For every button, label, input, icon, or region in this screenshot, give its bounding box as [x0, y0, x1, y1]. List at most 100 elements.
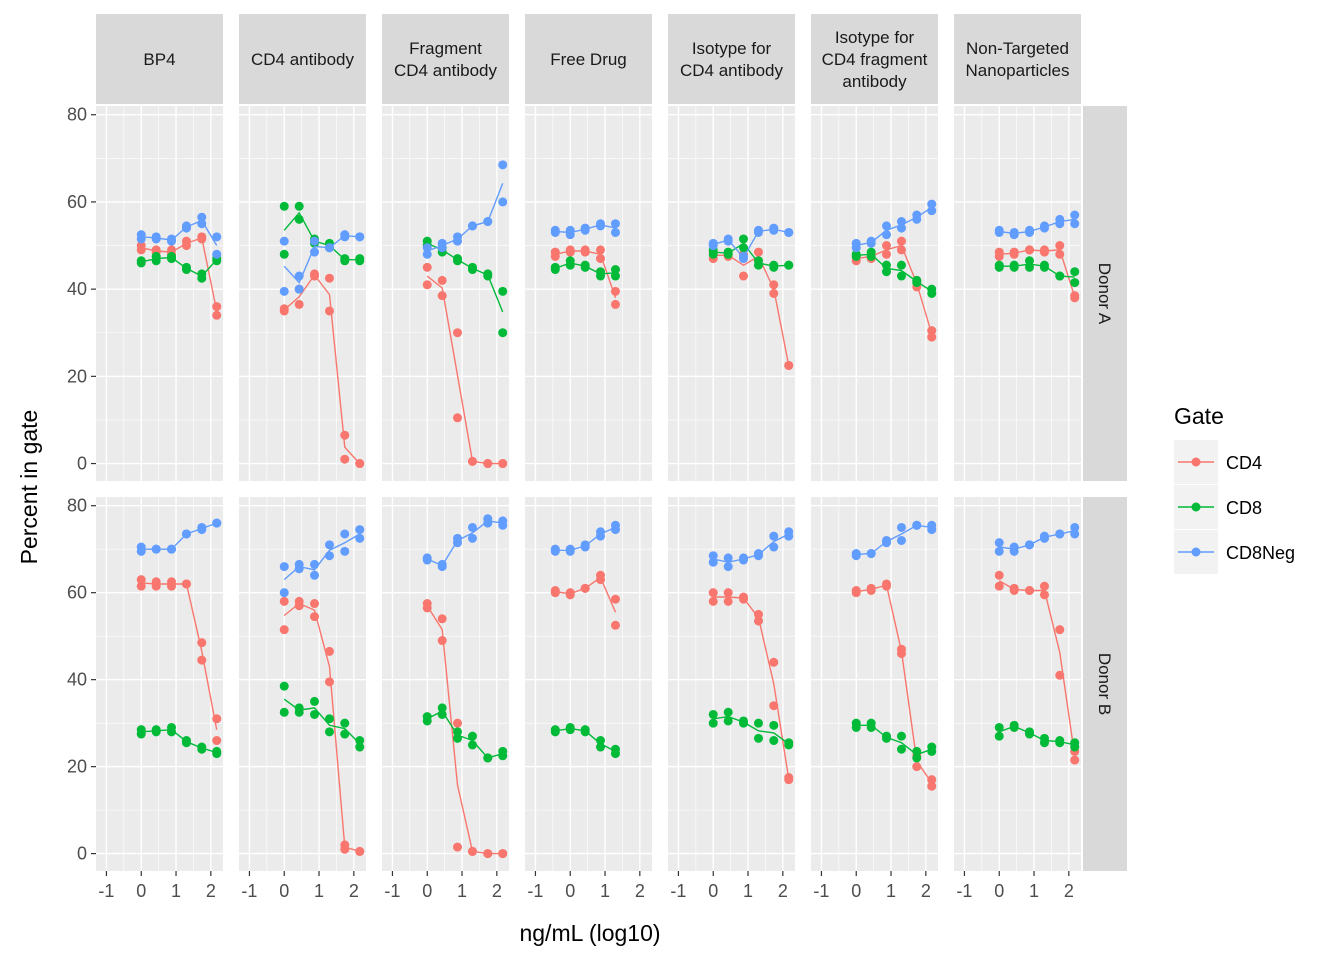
- data-point-cd4: [596, 575, 606, 585]
- data-point-cd4: [580, 583, 590, 593]
- x-tick-label: 1: [1029, 881, 1039, 901]
- data-point-cd4: [550, 586, 560, 595]
- panel-data: [136, 518, 222, 759]
- series-line-cd8neg: [713, 533, 790, 563]
- data-point-cd8: [498, 751, 508, 761]
- row-strip-label: Donor B: [1095, 653, 1114, 715]
- data-point-cd8: [324, 714, 334, 724]
- data-point-cd8neg: [565, 546, 575, 556]
- data-point-cd4: [927, 775, 937, 785]
- panel-background: [811, 497, 938, 871]
- data-point-cd8: [896, 744, 906, 754]
- panel-bg: [96, 497, 223, 871]
- data-point-cd8: [580, 262, 590, 272]
- data-point-cd4: [1055, 241, 1065, 251]
- data-point-cd4: [769, 657, 779, 667]
- panel-data: [708, 223, 794, 370]
- data-point-cd4: [197, 638, 207, 648]
- data-point-cd4: [422, 603, 432, 613]
- data-point-cd4: [739, 594, 749, 604]
- data-point-cd4: [927, 781, 937, 791]
- data-point-cd8: [994, 731, 1004, 741]
- data-point-cd8neg: [467, 533, 477, 543]
- data-point-cd8: [1055, 738, 1065, 748]
- data-point-cd4: [324, 646, 334, 656]
- data-point-cd8: [310, 709, 320, 719]
- data-point-cd8neg: [723, 553, 733, 563]
- data-point-cd8: [753, 733, 763, 743]
- data-point-cd4: [994, 581, 1004, 591]
- data-point-cd8: [167, 251, 177, 261]
- column-strip-label: CD4 antibody: [394, 61, 498, 80]
- x-tick-label: 2: [206, 881, 216, 901]
- panel-background: [239, 497, 366, 871]
- panel-data: [279, 201, 365, 469]
- data-point-cd4: [769, 289, 779, 298]
- data-point-cd8: [769, 260, 779, 270]
- data-point-cd8neg: [279, 286, 289, 296]
- column-strip: Isotype for CD4 antibody: [668, 14, 795, 104]
- column-strip-label: CD4 antibody: [251, 50, 355, 69]
- data-point-cd8: [580, 727, 590, 737]
- data-point-cd8neg: [279, 562, 289, 572]
- data-point-cd4: [498, 849, 508, 859]
- data-point-cd8: [294, 214, 304, 224]
- data-point-cd8neg: [753, 227, 763, 237]
- y-tick-label: 40: [67, 670, 87, 690]
- data-point-cd4: [453, 328, 463, 338]
- data-point-cd8neg: [882, 230, 892, 240]
- data-point-cd8neg: [422, 243, 432, 253]
- data-point-cd8neg: [467, 221, 477, 231]
- data-point-cd8: [739, 234, 749, 244]
- data-point-cd8: [769, 720, 779, 730]
- data-point-cd8neg: [1009, 546, 1019, 556]
- panel-data: [851, 199, 937, 342]
- data-point-cd8: [483, 271, 493, 281]
- data-point-cd4: [708, 596, 718, 606]
- data-point-cd8neg: [340, 546, 350, 556]
- data-point-cd8: [279, 681, 289, 691]
- data-point-cd8neg: [422, 555, 432, 565]
- data-point-cd4: [580, 245, 590, 255]
- legend-key-point: [1191, 457, 1201, 467]
- x-tick-label: 1: [886, 881, 896, 901]
- data-point-cd8neg: [927, 525, 937, 535]
- data-point-cd8: [610, 749, 620, 759]
- data-point-cd4: [565, 590, 575, 600]
- data-point-cd8neg: [294, 271, 304, 281]
- data-point-cd8neg: [739, 254, 749, 264]
- legend-label-cd8neg: CD8Neg: [1226, 543, 1295, 563]
- data-point-cd8: [565, 260, 575, 270]
- data-point-cd4: [422, 262, 432, 272]
- data-point-cd8: [181, 738, 191, 748]
- data-point-cd4: [437, 614, 447, 624]
- data-point-cd8: [279, 707, 289, 717]
- data-point-cd8: [1070, 267, 1080, 277]
- x-tick-label: -1: [98, 881, 114, 901]
- data-point-cd4: [324, 273, 334, 283]
- data-point-cd4: [453, 718, 463, 728]
- column-strip: Isotype for CD4 fragment antibody: [811, 14, 938, 104]
- data-point-cd8: [151, 727, 161, 737]
- x-tick-label: 0: [708, 881, 718, 901]
- data-point-cd8neg: [453, 533, 463, 543]
- data-point-cd4: [340, 844, 350, 854]
- panel-bg: [525, 497, 652, 871]
- data-point-cd8: [866, 722, 876, 732]
- data-point-cd8: [708, 709, 718, 719]
- panel-background: [668, 497, 795, 871]
- data-point-cd4: [151, 245, 161, 255]
- data-point-cd4: [896, 236, 906, 246]
- data-point-cd8neg: [739, 555, 749, 565]
- data-point-cd8: [1025, 256, 1035, 266]
- data-point-cd8neg: [498, 520, 508, 530]
- data-point-cd8: [310, 696, 320, 706]
- data-point-cd4: [753, 247, 763, 257]
- data-point-cd8neg: [167, 544, 177, 554]
- data-point-cd4: [596, 254, 606, 264]
- panel-bg: [954, 106, 1081, 481]
- data-point-cd8neg: [769, 225, 779, 235]
- y-tick-label: 40: [67, 279, 87, 299]
- y-tick-label: 80: [67, 105, 87, 125]
- data-point-cd4: [294, 601, 304, 611]
